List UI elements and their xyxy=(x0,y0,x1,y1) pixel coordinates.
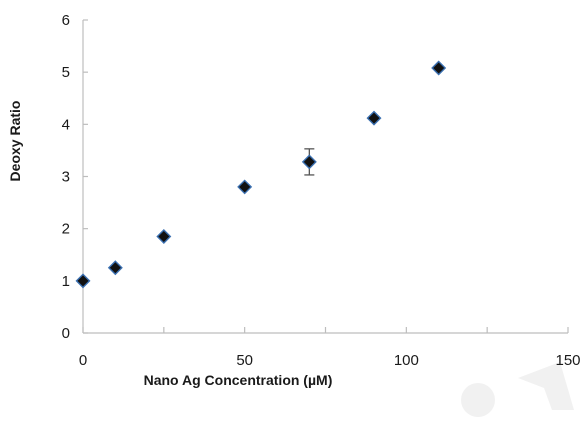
data-point xyxy=(156,229,172,244)
y-tick-label: 2 xyxy=(62,221,70,238)
x-tick-label: 0 xyxy=(79,352,87,369)
data-point xyxy=(107,260,123,276)
x-tick-label: 100 xyxy=(394,352,419,369)
y-tick-label: 3 xyxy=(62,169,70,186)
data-point xyxy=(301,154,317,170)
y-tick-label: 5 xyxy=(62,64,70,81)
data-point xyxy=(75,273,91,289)
data-point xyxy=(237,179,253,195)
x-tick-label: 150 xyxy=(555,352,580,369)
x-tick-label: 50 xyxy=(236,352,253,369)
x-axis-title: Nano Ag Concentration (µM) xyxy=(144,372,333,388)
y-tick-label: 1 xyxy=(62,273,70,290)
y-tick-label: 6 xyxy=(62,12,70,29)
watermark-logo xyxy=(461,362,574,417)
data-point xyxy=(366,110,382,126)
data-points xyxy=(75,60,447,289)
y-tick-label: 4 xyxy=(62,116,70,133)
y-axis-title: Deoxy Ratio xyxy=(7,101,23,182)
axes: 0 1 2 3 4 5 6 0 50 100 150 xyxy=(62,12,581,369)
y-tick-label: 0 xyxy=(62,325,70,342)
data-point xyxy=(431,60,447,76)
